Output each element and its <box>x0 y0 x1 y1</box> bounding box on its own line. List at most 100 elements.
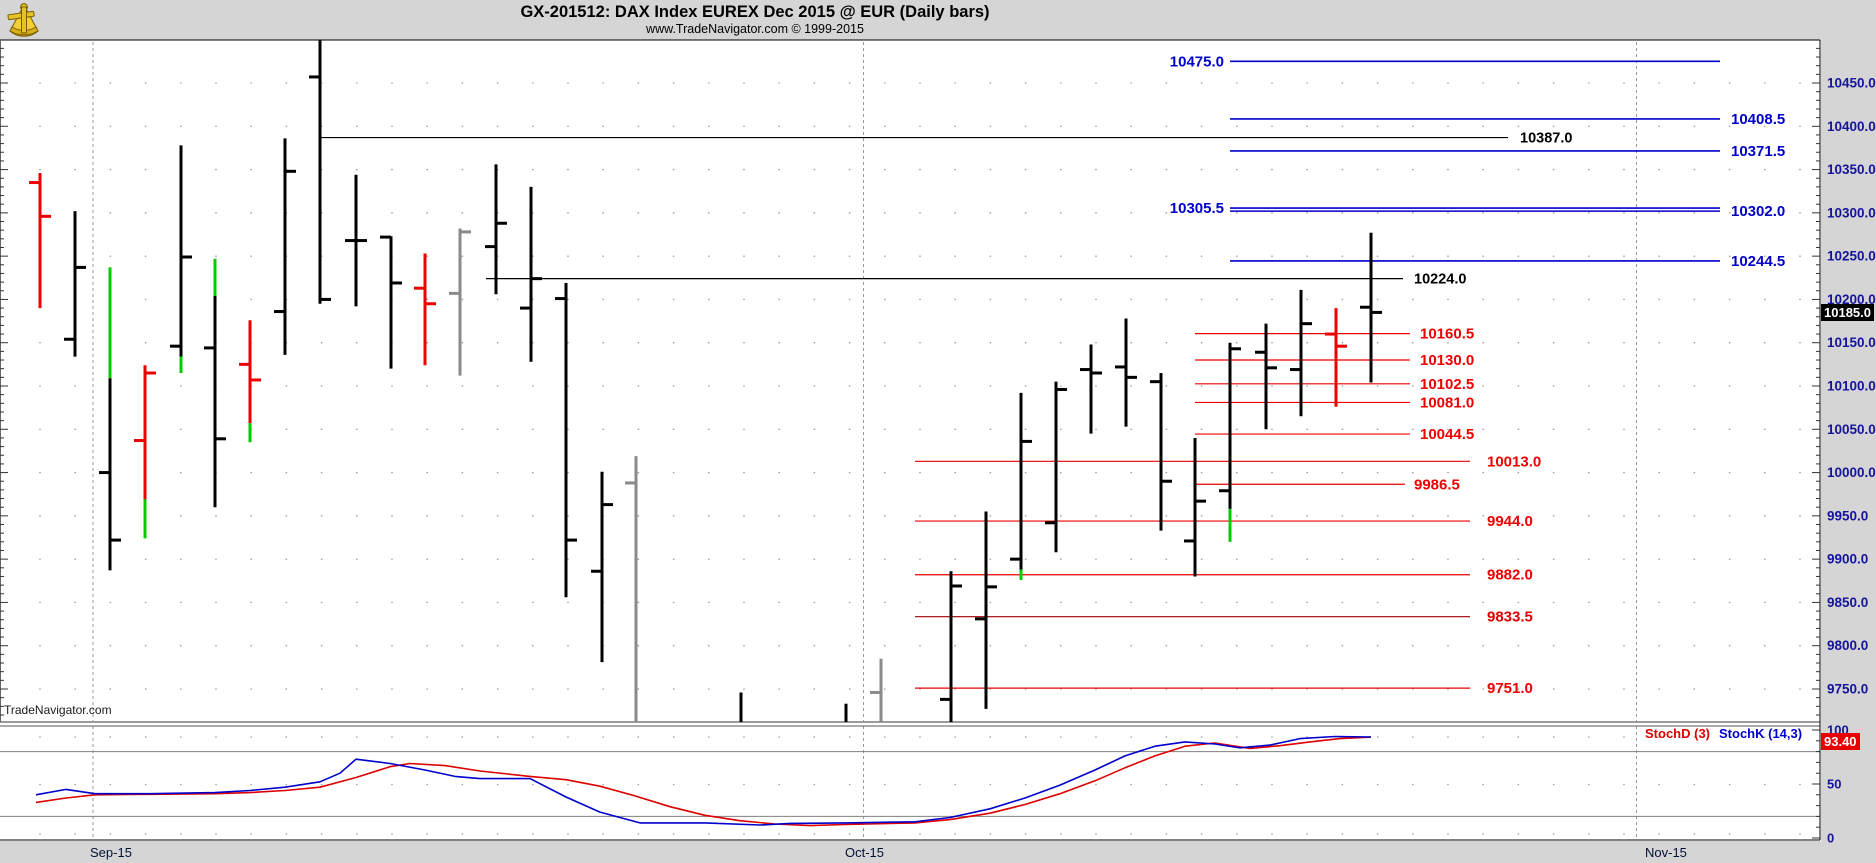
grid-dot <box>813 125 816 128</box>
stoch-axis-label: 0 <box>1827 831 1834 846</box>
grid-dot <box>532 644 534 647</box>
grid-dot <box>1200 428 1203 431</box>
grid-dot <box>461 428 464 431</box>
grid-dot <box>1447 471 1449 474</box>
grid-dot <box>778 601 780 604</box>
price-bar <box>1219 342 1241 542</box>
grid-dot <box>743 515 745 517</box>
grid-dot <box>602 125 604 128</box>
grid-dot <box>1588 833 1590 835</box>
grid-dot <box>250 471 252 474</box>
grid-dot <box>1693 736 1696 738</box>
grid-dot <box>567 428 569 431</box>
price-bar <box>380 235 402 369</box>
grid-dot <box>1764 385 1766 387</box>
grid-dot <box>426 341 429 344</box>
grid-dot <box>215 688 217 690</box>
grid-dot <box>708 515 710 517</box>
grid-dot <box>954 298 956 301</box>
grid-dot <box>215 212 217 214</box>
grid-dot <box>426 688 429 690</box>
grid-dot <box>180 783 182 786</box>
grid-dot <box>144 212 147 214</box>
grid-dot <box>743 428 745 431</box>
grid-dot <box>1447 125 1449 128</box>
level-label: 10081.0 <box>1420 394 1474 411</box>
grid-dot <box>532 385 534 387</box>
stochk-legend-label[interactable]: StochK (14,3) <box>1719 726 1803 741</box>
grid-dot <box>215 125 217 128</box>
grid-dot <box>1412 341 1414 344</box>
grid-dot <box>778 255 780 257</box>
grid-dot <box>1482 471 1484 474</box>
grid-dot <box>1095 471 1097 474</box>
grid-dot <box>320 558 323 560</box>
grid-dot <box>1588 471 1590 474</box>
grid-dot <box>180 833 182 835</box>
grid-dot <box>1799 125 1801 128</box>
grid-dot <box>743 833 745 835</box>
grid-dot <box>672 471 675 474</box>
grid-dot <box>1341 82 1344 84</box>
grid-dot <box>1764 428 1766 431</box>
level-label: 10302.0 <box>1731 203 1785 220</box>
grid-dot <box>1517 736 1520 738</box>
grid-dot <box>74 601 76 604</box>
grid-dot <box>1341 515 1344 517</box>
grid-dot <box>250 255 252 257</box>
grid-dot <box>496 82 499 84</box>
grid-dot <box>884 688 886 690</box>
grid-dot <box>884 298 886 301</box>
grid-dot <box>919 82 921 84</box>
grid-dot <box>1588 515 1590 517</box>
grid-dot <box>461 341 464 344</box>
price-bar <box>345 174 367 307</box>
grid-dot <box>1095 558 1097 560</box>
level-label: 10013.0 <box>1487 453 1541 470</box>
grid-dot <box>1130 515 1132 517</box>
grid-dot <box>954 558 956 560</box>
grid-dot <box>1412 82 1414 84</box>
grid-dot <box>1764 298 1766 301</box>
grid-dot <box>180 82 182 84</box>
grid-dot <box>250 644 252 647</box>
grid-dot <box>532 736 534 738</box>
grid-dot <box>778 471 780 474</box>
price-bar <box>1045 381 1067 553</box>
grid-dot <box>778 736 780 738</box>
grid-dot <box>461 688 464 690</box>
grid-dot <box>1623 644 1625 647</box>
grid-dot <box>1200 255 1203 257</box>
grid-dot <box>708 833 710 835</box>
grid-dot <box>672 601 675 604</box>
grid-dot <box>496 736 499 738</box>
grid-dot <box>884 341 886 344</box>
grid-dot <box>532 833 534 835</box>
grid-dot <box>778 833 780 835</box>
grid-dot <box>1271 601 1273 604</box>
grid-dot <box>1799 341 1801 344</box>
grid-dot <box>1306 558 1308 560</box>
stochd-legend-label[interactable]: StochD (3) <box>1645 726 1710 741</box>
grid-dot <box>1799 385 1801 387</box>
price-bar <box>485 164 507 295</box>
grid-dot <box>567 212 569 214</box>
grid-dot <box>1623 298 1625 301</box>
grid-dot <box>1271 833 1273 835</box>
grid-dot <box>954 471 956 474</box>
grid-dot <box>989 601 992 604</box>
grid-dot <box>39 125 41 128</box>
grid-dot <box>180 385 182 387</box>
grid-dot <box>954 341 956 344</box>
grid-dot <box>1165 298 1168 301</box>
grid-dot <box>215 644 217 647</box>
grid-dot <box>1728 783 1731 786</box>
price-bar <box>170 145 192 374</box>
grid-dot <box>989 471 992 474</box>
grid-dot <box>602 688 604 690</box>
price-bar <box>64 211 86 357</box>
price-bar <box>239 320 261 443</box>
grid-dot <box>954 833 956 835</box>
grid-dot <box>954 168 956 171</box>
